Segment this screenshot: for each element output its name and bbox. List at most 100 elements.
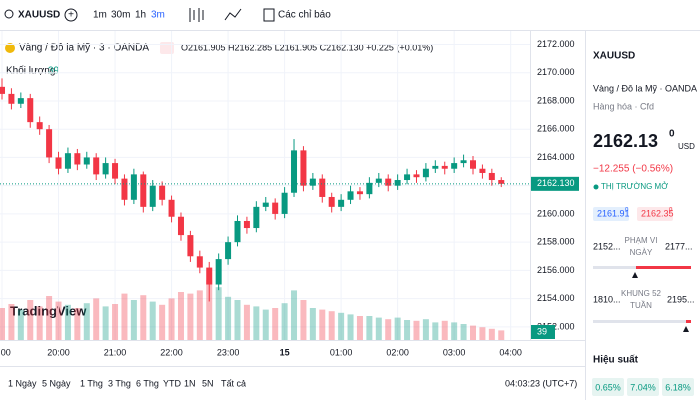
volume-bar [187, 293, 194, 340]
compare-icon[interactable] [224, 8, 242, 21]
candle-body [404, 174, 411, 181]
volume-bar [102, 306, 109, 340]
interval[interactable]: 1m [93, 10, 107, 21]
search-icon[interactable] [4, 9, 14, 19]
range-button[interactable]: Tất cả [221, 378, 246, 388]
candle-body [366, 182, 373, 195]
day-high: 2177... [665, 241, 693, 251]
y-tick-label: 2156.000 [537, 265, 575, 275]
x-tick-label: 23:00 [217, 347, 240, 357]
candle-body [27, 98, 34, 123]
side-panel: XAUUSD Vàng / Đô la Mỹ · OANDA Hàng hóa … [592, 51, 697, 396]
range-button[interactable]: YTD [163, 378, 182, 388]
indicator-icon[interactable] [263, 8, 275, 22]
candle-body [479, 168, 486, 173]
day-low: 2152... [593, 241, 621, 251]
volume-bar [441, 320, 448, 340]
y-tick-label: 2172.000 [537, 39, 575, 49]
x-tick-label: 20:00 [47, 347, 70, 357]
range-button[interactable]: 1 Ngày [8, 378, 37, 388]
candle-body [319, 178, 326, 197]
perf-box [592, 378, 624, 396]
range-button[interactable]: 6 Thg [136, 378, 159, 388]
candle-body [253, 206, 260, 229]
indicators[interactable]: Các chỉ báo [278, 9, 331, 21]
symbol[interactable]: XAUUSD [18, 10, 60, 21]
range-button[interactable]: 5 Ngày [42, 378, 71, 388]
candle-body [413, 174, 420, 178]
volume-bar [130, 300, 137, 340]
volume-bar [498, 330, 505, 340]
y-tick-label: 2166.000 [537, 124, 575, 134]
candle-body [328, 196, 335, 207]
volume-bar [309, 308, 316, 340]
panel-name: Vàng / Đô la Mỹ · OANDA [593, 83, 697, 93]
y-tick-label: 2168.000 [537, 95, 575, 105]
range-button[interactable]: 3 Thg [108, 378, 131, 388]
candle-body [8, 93, 15, 104]
y-tick-label: 2160.000 [537, 208, 575, 218]
candle-body [394, 180, 401, 186]
add-symbol[interactable] [64, 8, 78, 22]
volume-bar [46, 296, 53, 340]
volume-bar [356, 316, 363, 340]
y-tick-label: 2152.000 [537, 321, 575, 331]
year-low: 1810... [593, 294, 621, 304]
volume-bar [121, 293, 128, 340]
bid: 2161.91 [597, 208, 630, 218]
year-marker [683, 326, 689, 332]
volume-bar [470, 325, 476, 340]
year-fill [686, 320, 691, 323]
change: −12.255 (−0.56%) [593, 164, 673, 175]
candle-body [0, 86, 5, 94]
candle-body [338, 199, 345, 207]
volume-bar [488, 328, 495, 340]
volume-bar [338, 312, 345, 340]
chart-type-icon[interactable] [189, 8, 204, 22]
range-button[interactable]: 1N [184, 378, 196, 388]
x-tick-label: 02:00 [386, 347, 409, 357]
last-price-box [531, 176, 579, 191]
candle-body [375, 178, 382, 183]
panel-category: Hàng hóa · Cfd [593, 101, 654, 111]
ask: 2162.35 [641, 208, 674, 218]
volume-bar [319, 309, 326, 340]
interval-active[interactable]: 3m [151, 10, 165, 21]
candle-body [55, 157, 62, 169]
range-button[interactable]: 5N [202, 378, 214, 388]
candle-body [112, 163, 119, 179]
volume-bar [243, 304, 250, 340]
volume-bar [234, 300, 241, 340]
candle-body [262, 202, 269, 207]
range-button[interactable]: 1 Thg [80, 378, 103, 388]
volume-bar [215, 287, 222, 340]
volume-bar [460, 324, 467, 340]
volume-bar [112, 304, 119, 340]
bid-box [593, 207, 629, 221]
interval[interactable]: 1h [135, 10, 146, 21]
perf-value: 7.04% [630, 382, 656, 392]
candle-body [215, 259, 222, 285]
volume-bar [272, 308, 279, 340]
candle-body [347, 191, 354, 200]
candle-body [451, 163, 458, 169]
year-label: TUẦN [630, 300, 652, 310]
volume-bar [17, 309, 24, 340]
panel-price-sup: 0 [669, 129, 675, 140]
candle-body [488, 172, 495, 181]
perf-box [627, 378, 659, 396]
volume-bar [432, 322, 439, 340]
volume-bar [8, 304, 15, 340]
perf-box [662, 378, 694, 396]
volume-box [531, 325, 555, 339]
interval[interactable]: 30m [111, 10, 130, 21]
candle-body [281, 192, 288, 214]
volume-bar [0, 308, 5, 340]
perf-value: 0.65% [595, 382, 621, 392]
volume-bar [27, 300, 34, 340]
candle-body [309, 178, 316, 186]
volume-axis-label: 39 [537, 326, 547, 336]
candle-body [225, 242, 232, 260]
volume-bar [140, 295, 147, 340]
